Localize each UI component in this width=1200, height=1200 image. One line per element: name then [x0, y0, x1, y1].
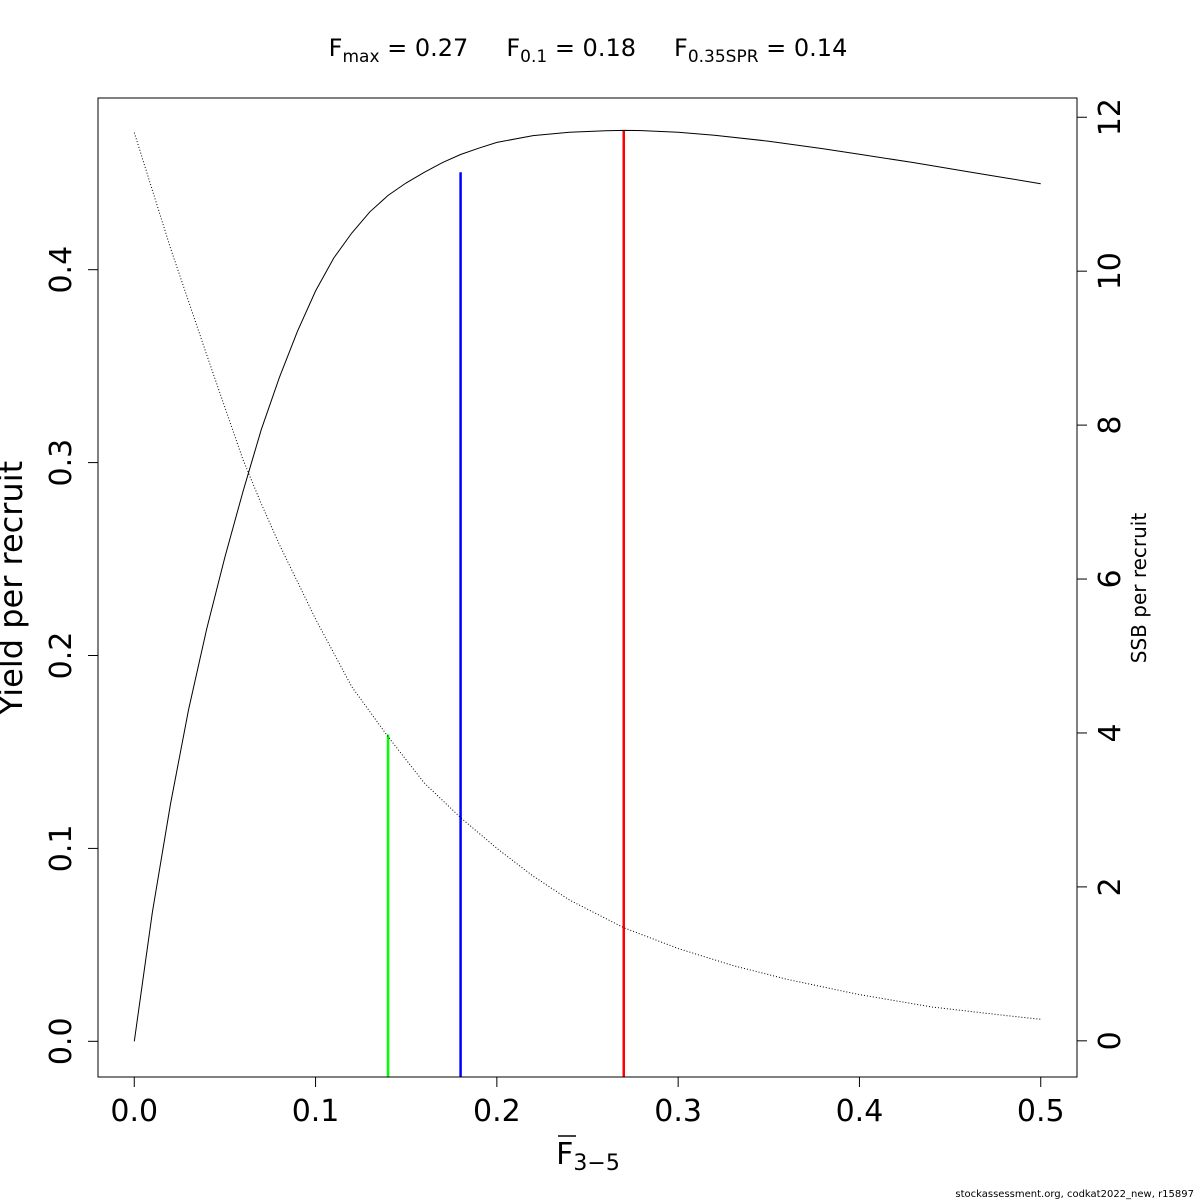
yield-curve [133, 129, 1041, 1042]
axes: 0.0 0.1 0.2 0.3 0.4 0.5 0.0 0.1 0.2 0.3 0.4 0 2 4 6 8 10… [0, 97, 1151, 1176]
x-tick-label: 0.0 [110, 1094, 158, 1129]
ssb-curve [133, 132, 1041, 1020]
y2-tick-label: 12 [1093, 98, 1128, 136]
x-tick-label: 0.2 [473, 1094, 521, 1129]
y-tick-label: 0.3 [44, 439, 79, 487]
footer-credit: stockassessment.org, codkat2022_new, r15… [955, 1189, 1194, 1200]
y2-tick-label: 2 [1093, 877, 1128, 896]
x-tick-label: 0.3 [654, 1094, 702, 1129]
y-tick-label: 0.2 [44, 632, 79, 680]
plot-frame [97, 97, 1078, 1078]
x-tick-label: 0.5 [1017, 1094, 1065, 1129]
x-axis-label: F3−5 [556, 1137, 620, 1176]
plot-area [133, 129, 1041, 1077]
x-tick-label: 0.1 [292, 1094, 340, 1129]
y2-tick-label: 10 [1093, 252, 1128, 290]
y2-tick-label: 4 [1093, 723, 1128, 742]
x-tick-label: 0.4 [836, 1094, 884, 1129]
y2-axis-label: SSB per recruit [1127, 513, 1151, 664]
y2-tick-label: 8 [1093, 416, 1128, 435]
y-tick-label: 0.1 [44, 825, 79, 873]
y-axis-label: Yield per recruit [0, 461, 30, 716]
y-tick-label: 0.0 [44, 1017, 79, 1065]
y2-tick-label: 0 [1093, 1031, 1128, 1050]
title-text: Fmax = 0.27 F0.1 = 0.18 F0.35SPR = 0.14 [329, 34, 848, 67]
chart-title: Fmax = 0.27 F0.1 = 0.18 F0.35SPR = 0.14 [329, 34, 848, 67]
y-tick-label: 0.4 [44, 246, 79, 294]
y2-tick-label: 6 [1093, 569, 1128, 588]
